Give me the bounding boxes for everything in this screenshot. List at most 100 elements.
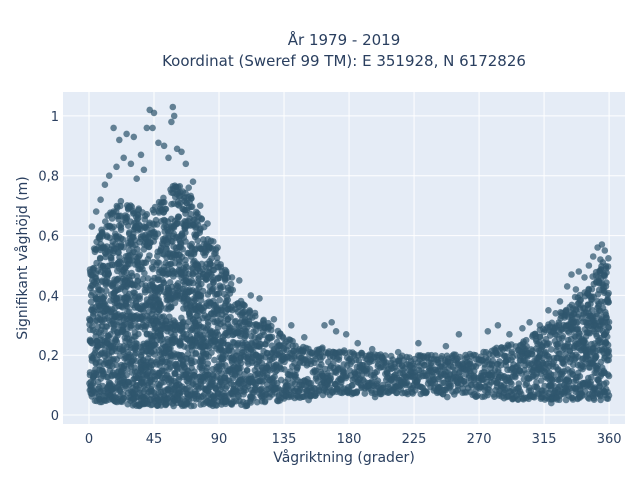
data-point	[222, 362, 229, 369]
data-point	[519, 325, 526, 332]
x-tick-label: 225	[402, 432, 427, 447]
data-point	[166, 279, 174, 286]
x-tick-label: 360	[597, 432, 622, 447]
data-point	[494, 322, 502, 329]
x-axis-title: Vågriktning (grader)	[273, 449, 415, 466]
data-point	[150, 109, 158, 117]
data-point	[117, 202, 124, 210]
data-point	[603, 357, 611, 364]
data-point	[133, 340, 140, 347]
data-point	[597, 256, 604, 263]
data-point	[135, 253, 143, 260]
data-point	[227, 280, 235, 288]
data-point	[348, 382, 356, 389]
data-point	[604, 371, 612, 378]
data-point	[605, 324, 612, 331]
data-point	[143, 124, 151, 132]
data-point	[585, 262, 593, 269]
chart-title-line1: År 1979 - 2019	[288, 30, 401, 49]
y-tick-label: 1	[51, 110, 59, 125]
x-tick-label: 270	[467, 432, 492, 447]
data-point	[120, 395, 128, 402]
data-point	[552, 310, 559, 317]
data-point	[516, 388, 524, 395]
data-point	[96, 254, 104, 262]
data-point	[143, 211, 151, 218]
data-point	[132, 393, 139, 401]
data-point	[508, 380, 515, 388]
data-point	[601, 247, 609, 254]
data-point	[203, 315, 211, 322]
data-point	[149, 124, 156, 132]
data-point	[484, 328, 492, 335]
data-point	[113, 361, 120, 369]
data-point	[568, 271, 575, 278]
y-tick-label: 0	[51, 409, 59, 424]
data-point	[171, 299, 179, 307]
data-point	[382, 352, 389, 359]
data-point	[604, 297, 611, 305]
data-point	[188, 240, 195, 248]
data-point	[167, 345, 174, 352]
data-point	[190, 371, 197, 379]
y-tick-label: 0,4	[38, 289, 59, 304]
data-point	[110, 124, 117, 132]
data-point	[130, 233, 137, 241]
data-point	[194, 237, 201, 244]
data-point	[182, 263, 190, 271]
data-point	[243, 328, 250, 336]
data-point	[576, 373, 584, 380]
data-point	[444, 393, 451, 401]
data-point	[241, 302, 248, 309]
data-point	[89, 289, 96, 296]
data-point	[223, 268, 230, 275]
data-point	[604, 341, 612, 349]
data-point	[113, 338, 121, 346]
data-point	[174, 366, 181, 373]
data-point	[155, 139, 162, 147]
data-point	[603, 379, 610, 387]
data-point	[256, 295, 263, 302]
data-point	[182, 238, 189, 245]
x-tick-label: 315	[532, 432, 557, 447]
data-point	[589, 253, 597, 260]
data-point	[598, 241, 606, 248]
data-point	[131, 289, 138, 297]
data-point	[415, 339, 422, 347]
data-point	[228, 347, 236, 355]
data-point	[602, 265, 610, 272]
data-point	[210, 238, 217, 245]
data-point	[141, 269, 148, 277]
data-point	[92, 208, 100, 215]
data-point	[104, 267, 112, 275]
data-point	[204, 321, 212, 329]
data-point	[188, 203, 196, 210]
data-point	[603, 279, 610, 286]
data-point	[162, 245, 170, 252]
data-point	[268, 322, 275, 330]
data-point	[605, 289, 612, 297]
data-point	[548, 399, 555, 407]
data-point	[572, 286, 580, 293]
data-point	[139, 380, 146, 388]
data-point	[112, 281, 119, 288]
data-point	[187, 210, 195, 218]
data-point	[563, 283, 571, 290]
data-point	[123, 269, 130, 276]
data-point	[597, 396, 604, 404]
data-point	[102, 287, 110, 295]
data-point	[102, 253, 109, 261]
data-point	[185, 184, 192, 191]
data-point	[162, 205, 170, 213]
data-point	[182, 256, 189, 264]
data-point	[140, 308, 147, 315]
data-point	[581, 337, 588, 344]
data-point	[155, 259, 163, 267]
data-point	[87, 298, 95, 306]
data-point	[139, 275, 147, 283]
data-point	[251, 309, 259, 317]
data-point	[227, 313, 234, 321]
data-point	[135, 330, 142, 338]
data-point	[116, 136, 123, 144]
data-point	[204, 220, 211, 227]
